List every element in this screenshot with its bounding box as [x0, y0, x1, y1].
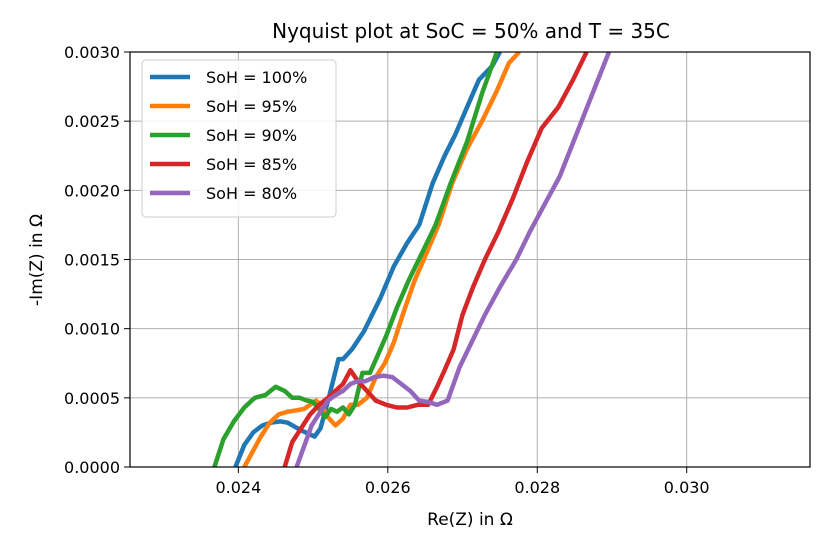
legend-label-1: SoH = 100% [206, 68, 307, 87]
legend-box [141, 59, 337, 218]
series-line-1 [233, 52, 502, 467]
series-line-5 [294, 52, 612, 467]
x-axis-label: Re(Z) in Ω [427, 510, 513, 530]
y-tick-label: 0.0005 [64, 389, 120, 408]
x-tick-label: 0.030 [664, 478, 710, 497]
ticks: 0.024 0.026 0.028 0.030 0.0000 0.0005 0.0010 0.… [64, 43, 710, 497]
x-tick-label: 0.028 [514, 478, 560, 497]
series-lines [212, 52, 612, 467]
y-tick-label: 0.0000 [64, 458, 120, 477]
legend-label-4: SoH = 85% [206, 155, 297, 174]
x-tick-label: 0.024 [215, 478, 261, 497]
y-tick-label: 0.0030 [64, 43, 120, 62]
y-tick-label: 0.0010 [64, 320, 120, 339]
legend-label-3: SoH = 90% [206, 126, 297, 145]
y-tick-label: 0.0020 [64, 181, 120, 200]
y-tick-label: 0.0025 [64, 112, 120, 131]
legend-label-5: SoH = 80% [206, 184, 297, 203]
legend: SoH = 100% SoH = 95% SoH = 90% SoH = 85% SoH… [141, 59, 337, 218]
legend-label-2: SoH = 95% [206, 97, 297, 116]
y-axis-label: -Im(Z) in Ω [27, 214, 47, 306]
series-line-3 [212, 52, 500, 467]
x-tick-label: 0.026 [365, 478, 411, 497]
chart-title: Nyquist plot at SoC = 50% and T = 35C [272, 19, 670, 43]
y-tick-label: 0.0015 [64, 251, 120, 270]
